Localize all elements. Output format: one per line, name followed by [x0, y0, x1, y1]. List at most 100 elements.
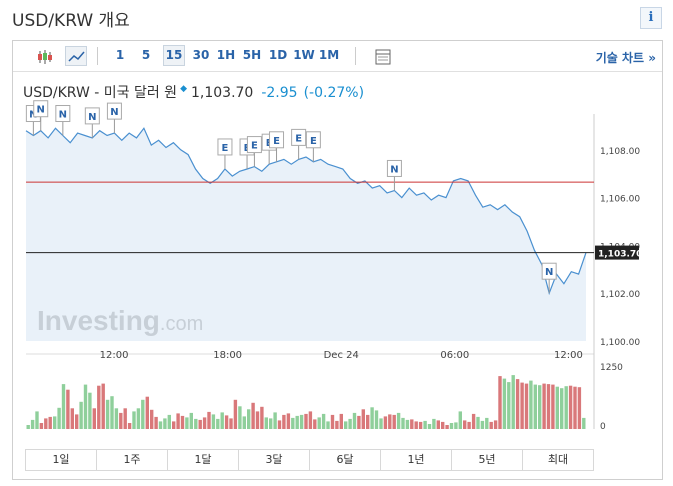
volume-bar [207, 411, 211, 429]
event-marker[interactable] [246, 136, 262, 154]
volume-bar [233, 399, 238, 429]
event-marker[interactable] [305, 131, 321, 149]
volume-bar [374, 410, 379, 429]
volume-bar [515, 379, 520, 429]
volume-bar [396, 412, 401, 429]
x-tick-label: 12:00 [100, 350, 129, 361]
event-marker[interactable] [541, 262, 557, 280]
interval-1d[interactable]: 1D [268, 48, 288, 62]
volume-bar [167, 414, 171, 429]
y-tick-label: 1,108.00 [600, 147, 640, 157]
volume-bar [568, 385, 573, 429]
volume-bar [172, 421, 176, 429]
volume-bar [48, 416, 52, 429]
info-button[interactable]: i [640, 7, 662, 29]
event-marker[interactable] [386, 159, 402, 177]
candlestick-icon[interactable] [33, 46, 55, 66]
volume-bar [410, 419, 414, 429]
range-1m[interactable]: 1달 [168, 450, 239, 470]
interval-5[interactable]: 5 [141, 48, 151, 62]
event-marker-label: N [390, 164, 398, 175]
event-marker[interactable] [84, 107, 100, 125]
volume-bar [97, 385, 101, 429]
interval-15[interactable]: 15 [163, 45, 185, 66]
volume-bar [401, 417, 405, 429]
range-6m[interactable]: 6달 [310, 450, 381, 470]
volume-bar [317, 417, 321, 429]
volume-bar [366, 414, 370, 429]
volume-bar [154, 416, 158, 429]
volume-bar [511, 375, 515, 429]
volume-bar [326, 421, 330, 429]
volume-bar [480, 420, 485, 429]
volume-bar [308, 411, 313, 429]
event-marker[interactable] [33, 100, 49, 118]
volume-bar [224, 415, 229, 429]
volume-bar [502, 378, 507, 429]
volume-bar [467, 421, 471, 429]
range-1y[interactable]: 1년 [381, 450, 452, 470]
event-marker-label: E [222, 143, 229, 154]
volume-bar [194, 418, 198, 429]
interval-1h[interactable]: 1H [216, 48, 236, 62]
volume-bar [136, 408, 141, 429]
volume-bar [255, 411, 260, 429]
volume-bar [493, 420, 498, 429]
line-chart-icon[interactable] [65, 46, 87, 66]
volume-bar [564, 386, 568, 429]
price-chart[interactable]: Investing.com1,108.001,106.001,104.001,1… [13, 41, 662, 446]
page-title: USD/KRW 개요 [12, 11, 130, 31]
event-marker[interactable] [291, 128, 307, 146]
interval-1w[interactable]: 1W [293, 48, 315, 62]
range-1w[interactable]: 1주 [97, 450, 168, 470]
interval-1m[interactable]: 1M [318, 48, 340, 62]
volume-bar [57, 407, 61, 429]
volume-bar [291, 417, 295, 429]
y-tick-label: 1,106.00 [600, 195, 640, 205]
event-marker-label: N [37, 105, 45, 116]
volume-bar [83, 384, 88, 429]
volume-bar [198, 419, 202, 429]
technical-chart-link[interactable]: 기술 차트 » [595, 51, 656, 65]
volume-bar [92, 408, 96, 429]
event-marker[interactable] [106, 102, 122, 120]
volume-bar [132, 411, 136, 429]
x-tick-label: 12:00 [554, 350, 583, 361]
table-icon[interactable] [371, 46, 393, 66]
event-marker[interactable] [269, 131, 285, 149]
volume-bar [295, 415, 299, 429]
volume-bar [471, 413, 476, 429]
volume-bar [247, 409, 251, 429]
range-selector: 1일 1주 1달 3달 6달 1년 5년 최대 [25, 449, 594, 471]
volume-bar [388, 414, 392, 429]
volume-bar [458, 411, 462, 429]
volume-bar [185, 417, 189, 429]
range-5y[interactable]: 5년 [452, 450, 523, 470]
volume-bar [551, 384, 555, 429]
volume-bar [423, 420, 427, 429]
event-marker-label: E [251, 141, 258, 152]
interval-5h[interactable]: 5H [242, 48, 262, 62]
volume-bar [546, 384, 551, 429]
toolbar-divider [97, 47, 98, 65]
x-tick-label: 18:00 [213, 350, 242, 361]
range-3m[interactable]: 3달 [239, 450, 310, 470]
volume-bar [463, 420, 467, 429]
volume-bar [216, 418, 220, 429]
volume-bar [220, 412, 224, 429]
event-marker[interactable] [217, 138, 233, 156]
range-max[interactable]: 최대 [547, 453, 569, 466]
volume-bar [524, 383, 529, 429]
volume-max-label: 1250 [600, 363, 623, 373]
event-marker[interactable] [55, 105, 71, 123]
chart-toolbar: 1 5 15 30 1H 5H 1D 1W 1M 기술 차트 » [13, 41, 662, 72]
volume-bar [361, 409, 365, 429]
volume-bar [344, 421, 348, 429]
interval-1[interactable]: 1 [115, 48, 125, 62]
price-change-percent: (-0.27%) [303, 85, 365, 101]
interval-30[interactable]: 30 [192, 48, 210, 62]
range-1d[interactable]: 1일 [26, 450, 97, 470]
volume-bar [542, 383, 546, 429]
instrument-name: USD/KRW - 미국 달러 원 [23, 85, 178, 101]
volume-bar [560, 388, 564, 429]
